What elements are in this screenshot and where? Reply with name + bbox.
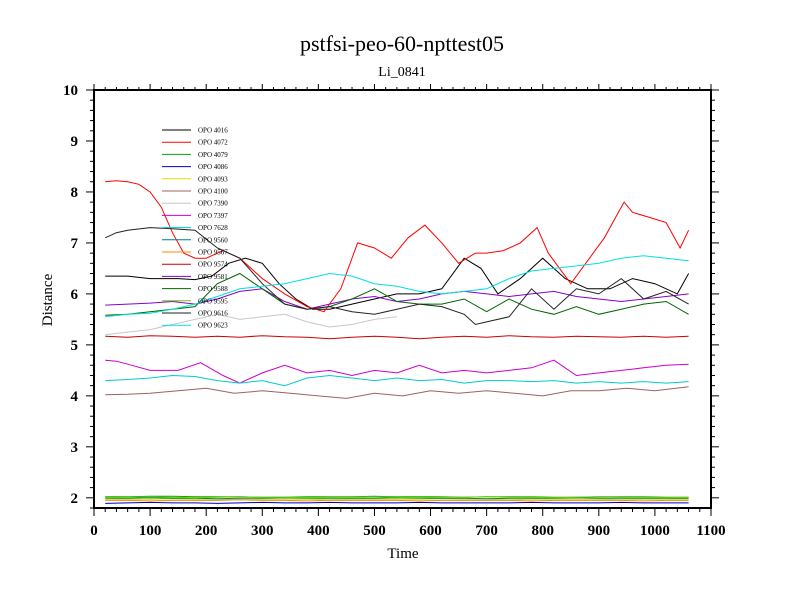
legend-label-13: OPO 9588 [198,285,228,293]
chart-title: pstfsi-peo-60-npttest05 [300,31,504,56]
legend-label-10: OPO 9567 [198,249,228,257]
legend-label-2: OPO 4079 [198,151,228,159]
series-line-1 [105,180,690,313]
x-tick-label-3: 300 [251,523,274,539]
legend-label-12: OPO 9581 [198,273,228,281]
x-tick-label-8: 800 [531,523,554,539]
series-line-0 [105,257,690,310]
legend-label-8: OPO 7628 [198,224,228,232]
x-tick-label-10: 1000 [640,523,670,539]
y-tick-label-4: 6 [71,287,79,303]
series-line-4 [105,498,689,501]
x-tick-label-0: 0 [90,523,98,539]
y-tick-label-6: 8 [71,185,79,201]
legend-label-11: OPO 9574 [198,261,228,269]
series-line-13 [105,272,689,316]
y-axis-label: Distance [40,273,56,326]
legend-label-15: OPO 9616 [198,310,228,318]
series-line-14 [105,496,689,499]
axis-layer: 0 100 200 300 400 500 600 700 800 900 1000 1100 2 3 4 5… [63,83,726,539]
y-tick-label-5: 7 [71,236,79,252]
legend-label-9: OPO 9560 [198,236,228,244]
series-line-8 [105,374,689,387]
series-line-7 [105,359,689,384]
legend-label-3: OPO 4086 [198,163,228,171]
y-tick-label-8: 10 [63,83,78,99]
series-line-3 [105,501,689,504]
legend-label-14: OPO 9595 [198,297,228,305]
series-line-10 [105,499,689,502]
x-tick-label-5: 500 [363,523,386,539]
legend-label-4: OPO 4093 [198,175,228,183]
chart-subtitle: Li_0841 [378,65,425,80]
legend-label-7: OPO 7397 [198,212,228,220]
legend-label-5: OPO 4100 [198,188,228,196]
series-line-11 [105,335,689,340]
y-tick-label-7: 9 [71,134,79,150]
x-tick-label-6: 600 [419,523,442,539]
x-tick-label-9: 900 [588,523,611,539]
x-tick-label-2: 200 [195,523,218,539]
series-line-15 [104,227,689,326]
x-tick-label-7: 700 [475,523,498,539]
legend: OPO 4016 OPO 4072 OPO 4079 OPO 4086 OPO 4093… [162,127,228,330]
legend-label-0: OPO 4016 [198,127,228,135]
y-tick-label-1: 3 [71,440,79,456]
legend-label-1: OPO 4072 [198,139,228,147]
y-tick-label-0: 2 [71,491,79,507]
x-tick-label-11: 1100 [696,523,725,539]
y-tick-label-2: 4 [71,389,79,405]
legend-label-6: OPO 7390 [198,200,228,208]
x-axis-label: Time [387,546,418,562]
legend-label-16: OPO 9623 [198,322,228,330]
series-layer [104,180,690,504]
series-line-5 [105,386,689,399]
series-line-16 [105,255,689,318]
x-tick-label-1: 100 [139,523,162,539]
plot-frame [93,89,712,509]
y-tick-label-3: 5 [71,338,79,354]
x-tick-label-4: 400 [307,523,330,539]
series-line-6 [105,313,397,336]
